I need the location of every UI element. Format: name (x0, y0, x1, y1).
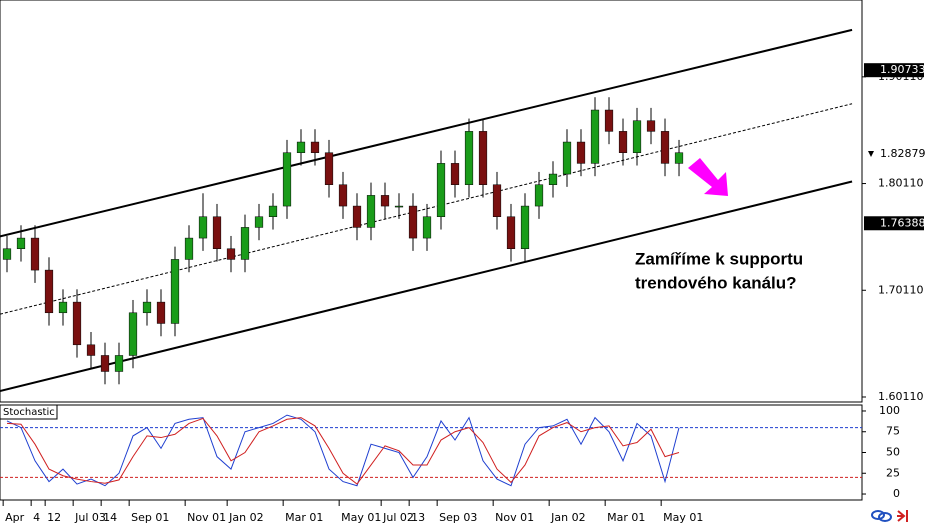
x-tick-label: Jan 02 (550, 511, 585, 524)
x-tick-label: 13 (411, 511, 425, 524)
price-level-box (864, 216, 924, 231)
y-tick-label: 75 (886, 425, 900, 438)
candle-body (660, 131, 670, 164)
candle-body (324, 152, 334, 185)
x-tick-label: Jan 02 (228, 511, 263, 524)
candle-body (338, 184, 348, 207)
candle-body (2, 248, 12, 260)
x-tick-label: 4 (33, 511, 40, 524)
candle-body (520, 205, 530, 250)
candle-body (100, 355, 110, 372)
y-tick-label: 25 (886, 466, 900, 479)
annotation: Zamíříme k supportu (635, 249, 803, 268)
candle-body (352, 205, 362, 228)
candle-body (72, 301, 82, 346)
candle-body (380, 195, 390, 207)
stochastic-panel (0, 404, 863, 501)
candle-body (282, 152, 292, 207)
candle-body (394, 205, 404, 208)
candle-body (366, 195, 376, 228)
candle-body (16, 237, 26, 250)
candle-body (240, 227, 250, 260)
x-tick-label: Nov 01 (187, 511, 226, 524)
candle-body (198, 216, 208, 239)
candle-body (450, 163, 460, 185)
link-icon (878, 512, 892, 522)
candle-body (44, 269, 54, 314)
bid-box (864, 147, 924, 162)
candle-body (674, 152, 684, 164)
candle-body (464, 131, 474, 185)
toolbar-icons (871, 510, 908, 522)
candle-body (30, 237, 40, 271)
candle-body (226, 248, 236, 260)
annotation: trendového kanálu? (635, 273, 797, 292)
candle-body (436, 163, 446, 217)
candle-body (604, 109, 614, 132)
trend-line (0, 103, 853, 315)
stochastic-line (6, 417, 680, 485)
price-level-box (864, 63, 924, 78)
y-tick-label: 50 (886, 446, 900, 459)
candle-body (86, 344, 96, 356)
x-tick-label: 12 (47, 511, 61, 524)
candle-body (534, 184, 544, 207)
x-tick-label: Nov 01 (495, 511, 534, 524)
candle-body (58, 301, 68, 314)
indicator-label: Stochastic (3, 407, 55, 418)
candle-body (576, 141, 586, 164)
candle-body (254, 216, 264, 228)
price-level-label: 1.76388 (880, 216, 925, 229)
candle-body (408, 205, 418, 239)
x-tick-label: Apr (5, 511, 25, 524)
x-tick-label: Jul 02 (382, 511, 414, 524)
x-tick-label: Sep 03 (439, 511, 477, 524)
candle-body (268, 205, 278, 217)
candle-body (618, 131, 628, 153)
candle-body (212, 216, 222, 250)
candle-body (492, 184, 502, 217)
candle-body (296, 141, 306, 153)
x-tick-label: 14 (103, 511, 117, 524)
candle-body (422, 216, 432, 239)
candle-body (590, 109, 600, 164)
price-level-label: 1.90733 (880, 63, 925, 76)
candle-body (128, 312, 138, 356)
candle-body (310, 141, 320, 153)
bid-label: 1.82879 (880, 147, 925, 160)
candle-body (142, 301, 152, 314)
bid-marker (868, 151, 874, 158)
candle-body (506, 216, 516, 250)
y-tick-label: 1.70110 (878, 283, 924, 296)
x-tick-label: Mar 01 (285, 511, 323, 524)
y-tick-label: 0 (893, 487, 900, 500)
x-tick-label: Mar 01 (607, 511, 645, 524)
stochastic-line (6, 414, 680, 487)
x-tick-label: May 01 (341, 511, 381, 524)
indicator-label-box (0, 404, 58, 420)
x-tick-label: Sep 01 (131, 511, 169, 524)
scroll-icon (897, 510, 908, 522)
x-tick-label: Jul 03 (74, 511, 106, 524)
candle-body (632, 120, 642, 153)
candle-body (478, 131, 488, 185)
candle-body (156, 301, 166, 324)
candle-body (562, 141, 572, 175)
trend-line (0, 180, 853, 392)
y-tick-label: 1.80110 (878, 177, 924, 190)
candle-body (170, 259, 180, 324)
arrow (688, 158, 728, 196)
x-tick-label: May 01 (663, 511, 703, 524)
trend-line (0, 28, 853, 238)
candle-body (114, 355, 124, 372)
y-tick-label: 1.60110 (878, 390, 924, 403)
candle-body (184, 237, 194, 260)
candle-body (646, 120, 656, 132)
y-tick-label: 100 (879, 404, 900, 417)
link-icon (871, 510, 885, 520)
candle-body (548, 173, 558, 185)
